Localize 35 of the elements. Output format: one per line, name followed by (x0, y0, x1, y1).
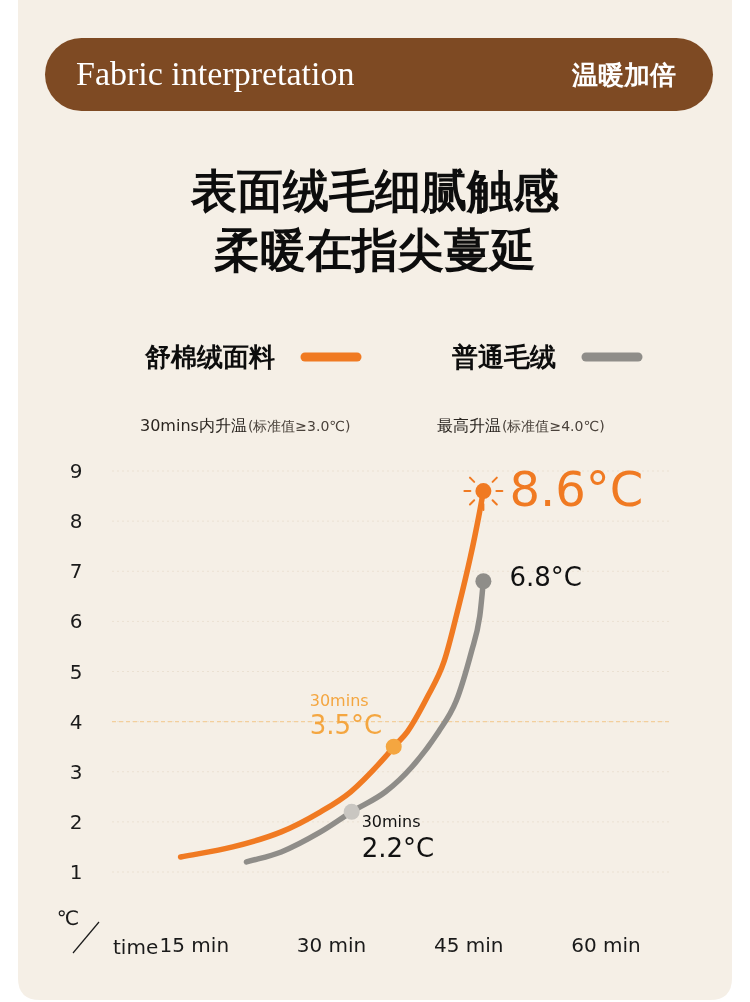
y-tick-label: 2 (69, 809, 83, 834)
chart-subtitle: 柔暖在指尖蔓延 (214, 223, 536, 277)
text: 最高升温 (437, 415, 501, 435)
x-axis-title: time (113, 935, 159, 959)
point (343, 803, 360, 820)
x-tick-label: 15 min (159, 933, 230, 957)
text: (标准值≥3.0℃) (247, 418, 351, 434)
y-tick-label: 7 (69, 559, 83, 584)
text: 30mins内升温 (140, 415, 247, 435)
text: 温暖加倍 (571, 60, 676, 90)
data-label: 2.2°C (361, 832, 435, 863)
x-tick-label: 45 min (433, 933, 504, 957)
point (385, 738, 402, 755)
annotation: 30mins (361, 812, 421, 832)
legend-label: 普通毛绒 (451, 342, 556, 372)
legend-label: 舒棉绒面料 (144, 342, 275, 372)
annotation: 30mins (309, 691, 369, 711)
y-tick-label: 4 (69, 709, 83, 734)
y-tick-label: 6 (69, 609, 83, 634)
x-tick-label: 60 min (571, 933, 641, 957)
x-tick-label: 30 min (296, 933, 367, 957)
data-label: 6.8°C (509, 562, 582, 593)
data-label: 8.6°C (509, 461, 644, 518)
y-axis-title: ℃ (56, 906, 80, 930)
chart-title: 表面绒毛细腻触感 (190, 164, 560, 218)
text: (标准值≥4.0℃) (502, 418, 605, 434)
data-label: 3.5°C (309, 709, 383, 740)
y-tick-label: 3 (69, 759, 83, 784)
y-tick-label: 5 (69, 659, 83, 684)
point (475, 573, 492, 590)
y-tick-label: 1 (69, 860, 83, 884)
y-tick-label: 9 (69, 459, 83, 483)
y-tick-label: 8 (69, 509, 83, 534)
point (475, 483, 492, 500)
text: Fabric interpretation (76, 54, 355, 92)
